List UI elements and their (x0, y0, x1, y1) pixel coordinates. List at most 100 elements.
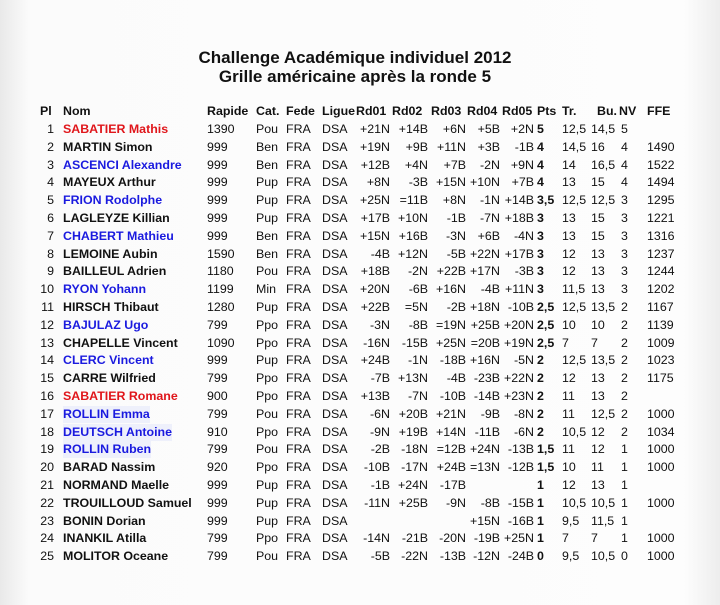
nv: 1 (621, 495, 628, 510)
category: Pup (256, 211, 279, 225)
round-1: +22B (360, 300, 390, 314)
header-nom: Nom (63, 104, 91, 118)
category: Pou (256, 406, 279, 421)
round-2: +16B (398, 228, 428, 243)
round-5: -5N (514, 353, 534, 368)
round-1: -9N (370, 424, 390, 439)
rank: 9 (47, 264, 54, 279)
rapid-rating: 999 (207, 478, 228, 492)
league: DSA (322, 335, 348, 350)
round-3: -20N (439, 531, 466, 546)
nv: 2 (621, 300, 628, 314)
tiebreak-bu: 12 (591, 442, 605, 457)
ffe-rating: 1000 (647, 495, 675, 510)
round-4: -12N (473, 549, 500, 564)
nv: 3 (621, 264, 628, 279)
tiebreak-tr: 12 (562, 478, 576, 492)
league: DSA (322, 531, 348, 546)
federation: FRA (286, 193, 311, 208)
round-2: -22N (401, 549, 428, 564)
table-row: 17 ROLLIN Emma 799 Pou FRA DSA -6N +20B +21N -9B -… (0, 405, 720, 423)
league: DSA (322, 282, 348, 297)
league: DSA (322, 442, 348, 457)
rank: 7 (47, 228, 54, 243)
rank: 23 (40, 513, 54, 528)
league: DSA (322, 549, 348, 564)
league: DSA (322, 139, 348, 154)
league: DSA (322, 264, 348, 279)
rapid-rating: 999 (207, 353, 228, 368)
category: Ppo (256, 389, 279, 403)
points: 2 (537, 424, 544, 439)
round-3: +21N (436, 406, 466, 421)
rapid-rating: 799 (207, 371, 228, 386)
table-row: 18 DEUTSCH Antoine 910 Ppo FRA DSA -9N +19B +14N… (0, 423, 720, 441)
round-2: +14B (398, 122, 428, 136)
tiebreak-tr: 11 (562, 442, 575, 457)
round-2: -15B (401, 335, 428, 350)
header-pts: Pts (537, 104, 557, 118)
category: Ppo (256, 335, 279, 350)
round-2: +25B (398, 495, 428, 510)
category: Ben (256, 228, 279, 243)
player-name: ASCENCI Alexandre (63, 157, 182, 172)
round-3: +14N (436, 424, 466, 439)
category: Pup (256, 478, 279, 492)
ffe-rating: 1000 (647, 549, 675, 564)
tiebreak-tr: 13 (562, 211, 576, 225)
category: Ppo (256, 424, 279, 439)
league: DSA (322, 317, 348, 332)
player-name: BAILLEUL Adrien (63, 264, 167, 279)
category: Min (256, 282, 276, 297)
round-3: +16N (436, 282, 466, 297)
rank: 15 (40, 371, 54, 386)
round-5: +20N (504, 317, 534, 332)
header-rd05: Rd05 (502, 104, 533, 118)
points: 3 (537, 228, 544, 243)
nv: 4 (621, 139, 628, 154)
table-row: 13 CHAPELLE Vincent 1090 Ppo FRA DSA -16N -15B +… (0, 335, 720, 352)
round-5: +25N (504, 531, 534, 546)
player-name: HIRSCH Thibaut (63, 300, 159, 314)
tiebreak-tr: 9,5 (562, 513, 580, 528)
round-1: +24B (360, 353, 390, 368)
header-rd03: Rd03 (431, 104, 462, 118)
table-row: 7 CHABERT Mathieu 999 Ben FRA DSA +15N +16B -3N +… (0, 228, 720, 245)
points: 3 (537, 264, 544, 279)
round-3: -9N (446, 495, 466, 510)
round-2: -2N (408, 264, 428, 279)
round-1: -3N (370, 317, 390, 332)
rank: 22 (40, 495, 54, 510)
tiebreak-bu: 13 (591, 478, 605, 492)
league: DSA (322, 211, 348, 225)
round-3: -2B (446, 300, 466, 314)
header-rd02: Rd02 (392, 104, 423, 118)
category: Pou (256, 442, 279, 457)
tiebreak-bu: 10,5 (591, 495, 616, 510)
federation: FRA (286, 513, 311, 528)
league: DSA (322, 371, 348, 386)
round-4: +5B (477, 122, 500, 136)
rank: 1 (47, 122, 54, 136)
player-name: INANKIL Atilla (63, 531, 147, 546)
round-3: +22B (436, 264, 466, 279)
round-1: -14N (363, 531, 390, 546)
round-3: =12B (436, 442, 466, 457)
round-1: -7B (370, 371, 390, 386)
round-3: -1B (446, 211, 466, 225)
table-row: 10 RYON Yohann 1199 Min FRA DSA +20N -6B +16N -4B… (0, 281, 720, 298)
round-2: -8B (408, 317, 428, 332)
round-5: +17B (504, 246, 534, 261)
player-name: BAJULAZ Ugo (63, 317, 149, 332)
round-5: +22N (504, 371, 534, 386)
round-5: -6N (514, 424, 534, 439)
table-row: 20 BARAD Nassim 920 Ppo FRA DSA -10B -17N +24B =1… (0, 459, 720, 476)
round-4: +6B (477, 228, 500, 243)
league: DSA (322, 122, 348, 136)
category: Ppo (256, 460, 279, 475)
round-3: -18B (439, 353, 466, 368)
rank: 2 (47, 139, 54, 154)
rapid-rating: 799 (207, 531, 228, 546)
points: 3 (537, 211, 544, 225)
rapid-rating: 1590 (207, 246, 235, 261)
